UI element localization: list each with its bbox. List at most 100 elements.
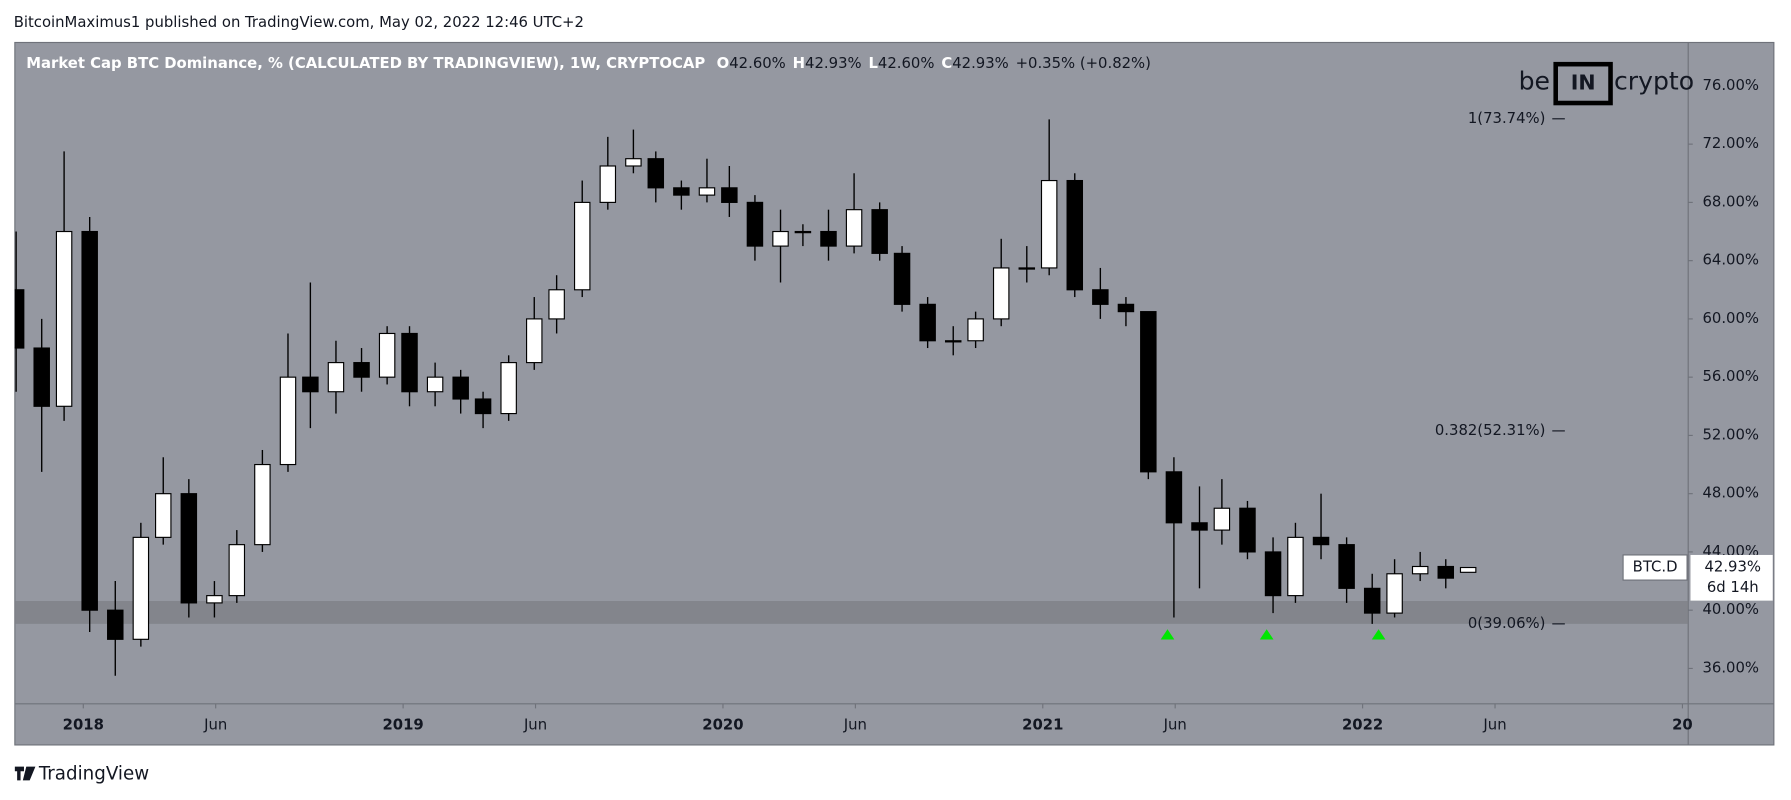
x-tick-label: 2018 xyxy=(63,717,104,734)
candle-body xyxy=(206,595,223,604)
candle-body xyxy=(698,187,716,196)
candle-body xyxy=(746,201,764,247)
candle-body xyxy=(1213,507,1231,531)
candle-body xyxy=(452,376,469,400)
x-tick-label: Jun xyxy=(203,717,227,734)
chart-frame xyxy=(14,41,1775,746)
candle-body xyxy=(500,362,517,415)
candle-body xyxy=(625,158,642,167)
candle-body xyxy=(426,376,444,393)
support-marker xyxy=(1160,629,1175,640)
candle-body xyxy=(155,493,172,538)
candle-body xyxy=(794,230,812,234)
candle-body xyxy=(673,187,690,196)
x-tick-label: 2019 xyxy=(382,717,423,734)
candle-body xyxy=(14,289,25,349)
candle-body xyxy=(1191,522,1208,531)
candle-body xyxy=(871,209,888,254)
fib-level-label: 0(39.06%) xyxy=(1468,615,1546,632)
candle-body xyxy=(1411,565,1429,575)
logo-left: be xyxy=(1519,66,1550,95)
y-tick-label: 52.00% xyxy=(1702,426,1759,443)
chart-title: Market Cap BTC Dominance, % (CALCULATED … xyxy=(26,55,1151,72)
candle-body xyxy=(967,318,984,342)
change-text: +0.35% (+0.82%) xyxy=(1016,55,1151,72)
x-tick-label: Jun xyxy=(523,717,547,734)
price-box xyxy=(1690,554,1773,601)
y-tick-label: 72.00% xyxy=(1702,135,1759,152)
candle-body xyxy=(401,332,418,393)
logo-box xyxy=(1553,61,1613,106)
candle-body xyxy=(327,362,345,393)
title-text: Market Cap BTC Dominance, % (CALCULATED … xyxy=(26,55,705,72)
candle-body xyxy=(132,536,150,640)
ohlc-value: 42.93% xyxy=(952,55,1009,72)
candle-body xyxy=(721,187,738,203)
ohlc-value: 42.60% xyxy=(729,55,786,72)
candle-body xyxy=(180,493,198,604)
candle-body xyxy=(1287,536,1304,597)
candle-body xyxy=(919,303,936,342)
x-tick-label: Jun xyxy=(843,717,867,734)
y-tick-label: 40.00% xyxy=(1702,601,1759,618)
candle-body xyxy=(548,289,565,320)
x-tick-label: 2020 xyxy=(702,717,743,734)
candle-body xyxy=(944,340,962,343)
candle-body xyxy=(279,376,297,466)
candle-body xyxy=(599,165,617,203)
y-tick-label: 60.00% xyxy=(1702,310,1759,327)
candle-body xyxy=(1066,179,1084,291)
price-countdown: 6d 14h xyxy=(1707,579,1759,596)
ohlc-value: 42.60% xyxy=(878,55,935,72)
candle-body xyxy=(1165,471,1183,524)
symbol-box xyxy=(1622,554,1688,581)
candle-body xyxy=(1312,536,1330,546)
y-tick-label: 64.00% xyxy=(1702,252,1759,269)
candle-body xyxy=(1264,551,1282,597)
logo-mid: IN xyxy=(1571,71,1596,95)
candle-body xyxy=(1040,179,1058,269)
footer-brand: TradingView xyxy=(38,764,149,785)
publish-header: BitcoinMaximus1 published on TradingView… xyxy=(14,14,584,31)
candle-body xyxy=(573,201,591,291)
candle-body xyxy=(55,230,73,407)
x-tick-label: Jun xyxy=(1482,717,1506,734)
candle-body xyxy=(1363,587,1381,614)
candle-body xyxy=(647,158,665,189)
price-value: 42.93% xyxy=(1704,559,1761,576)
candle-body xyxy=(81,230,98,611)
candle-body xyxy=(1092,289,1109,305)
candle-body xyxy=(474,398,492,415)
tv-logo-icon xyxy=(14,766,36,781)
y-tick-label: 68.00% xyxy=(1702,193,1759,210)
plot-area xyxy=(14,119,1689,676)
candle-body xyxy=(107,609,124,640)
candle-body xyxy=(992,267,1010,320)
ohlc-key: H xyxy=(793,55,805,72)
candle-body xyxy=(1338,544,1355,589)
candle-body xyxy=(1386,573,1403,614)
footer: TradingView xyxy=(14,764,149,785)
candle-body xyxy=(33,347,50,407)
candle-body xyxy=(353,362,370,378)
support-marker xyxy=(1371,629,1386,640)
candle-body xyxy=(772,230,789,247)
y-tick-label: 48.00% xyxy=(1702,485,1759,502)
candle-body xyxy=(845,209,863,247)
symbol-label: BTC.D xyxy=(1633,559,1678,576)
y-tick-label: 56.00% xyxy=(1702,368,1759,385)
candle-body xyxy=(820,230,837,247)
candle-body xyxy=(254,463,271,546)
x-tick-label: 20 xyxy=(1672,717,1693,734)
fib-level-label: 1(73.74%) xyxy=(1468,110,1546,127)
candle-body xyxy=(893,252,911,305)
candle-body xyxy=(1018,267,1036,270)
support-zone xyxy=(14,601,1689,624)
x-tick-label: Jun xyxy=(1163,717,1187,734)
x-tick-label: 2021 xyxy=(1022,717,1063,734)
x-tick-label: 2022 xyxy=(1342,717,1383,734)
candle-body xyxy=(1140,311,1157,473)
support-marker xyxy=(1259,629,1274,640)
